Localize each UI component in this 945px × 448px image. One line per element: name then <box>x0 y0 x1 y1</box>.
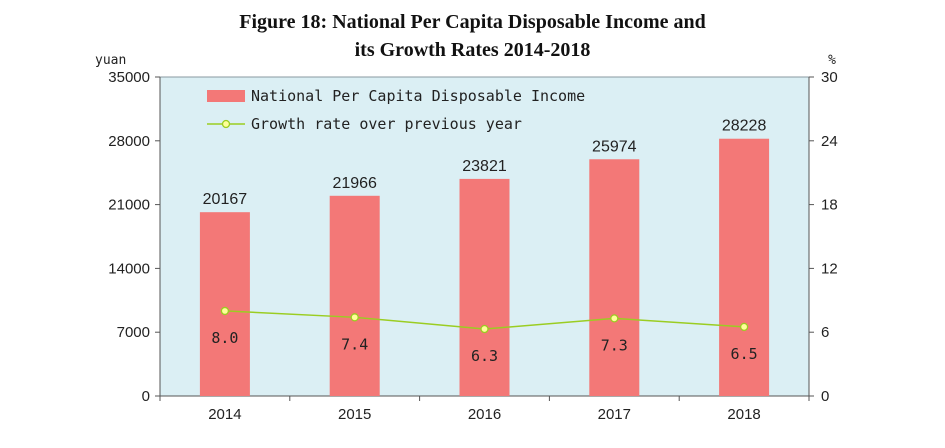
right-tick-label: 0 <box>821 388 829 405</box>
right-tick-label: 18 <box>821 197 838 214</box>
right-tick-label: 24 <box>821 133 838 150</box>
legend-bar-swatch <box>207 90 245 102</box>
income-bar <box>329 195 380 396</box>
chart-title: Figure 18: National Per Capita Disposabl… <box>0 8 945 64</box>
left-tick-label: 14000 <box>108 260 150 277</box>
income-value-label: 25974 <box>592 138 637 155</box>
chart-title-line2: its Growth Rates 2014-2018 <box>354 39 591 61</box>
left-tick-label: 21000 <box>108 197 150 214</box>
right-tick-label: 30 <box>821 69 838 86</box>
growth-value-label: 7.4 <box>341 335 368 353</box>
x-tick-label: 2017 <box>598 406 631 423</box>
income-bar <box>459 178 510 396</box>
left-tick-label: 0 <box>142 388 150 405</box>
right-tick-label: 6 <box>821 324 829 341</box>
growth-value-label: 6.5 <box>731 345 758 363</box>
growth-line <box>220 306 749 334</box>
left-tick-label: 7000 <box>117 324 150 341</box>
income-value-label: 28228 <box>722 118 767 135</box>
growth-marker <box>610 314 619 323</box>
legend: National Per Capita Disposable Income Gro… <box>207 87 585 133</box>
income-bar <box>589 159 640 396</box>
growth-value-label: 6.3 <box>471 347 498 365</box>
growth-marker <box>739 322 749 332</box>
legend-line-label: Growth rate over previous year <box>251 115 522 133</box>
right-tick-label: 12 <box>821 260 838 277</box>
growth-marker <box>480 324 489 334</box>
x-tick-label: 2018 <box>727 406 760 423</box>
bars <box>199 138 770 397</box>
income-value-label: 23821 <box>462 158 507 175</box>
x-tick-label: 2016 <box>468 406 501 423</box>
growth-marker <box>220 306 230 316</box>
legend-line-marker <box>221 119 231 129</box>
growth-marker <box>350 313 359 322</box>
legend-bar-label: National Per Capita Disposable Income <box>251 87 585 105</box>
chart-title-line1: Figure 18: National Per Capita Disposabl… <box>239 11 706 33</box>
income-bar <box>199 212 250 396</box>
income-bar <box>719 138 770 397</box>
income-value-label: 21966 <box>332 175 377 192</box>
left-tick-label: 35000 <box>108 69 150 86</box>
left-tick-label: 28000 <box>108 133 150 150</box>
income-value-label: 20167 <box>203 191 248 208</box>
growth-value-label: 8.0 <box>211 329 238 347</box>
tick-labels: 0 7000 14000 21000 28000 35000 0 6 12 18 24 30 2014 2… <box>95 53 838 423</box>
x-tick-label: 2015 <box>338 406 371 423</box>
growth-value-label: 7.3 <box>601 336 628 354</box>
data-labels: 20167 21966 23821 25974 28228 8.0 7.4 6.3 7.3 6.5 <box>203 118 767 365</box>
right-axis-unit: % <box>828 53 836 68</box>
x-tick-label: 2014 <box>208 406 241 423</box>
left-axis-unit: yuan <box>95 53 126 68</box>
